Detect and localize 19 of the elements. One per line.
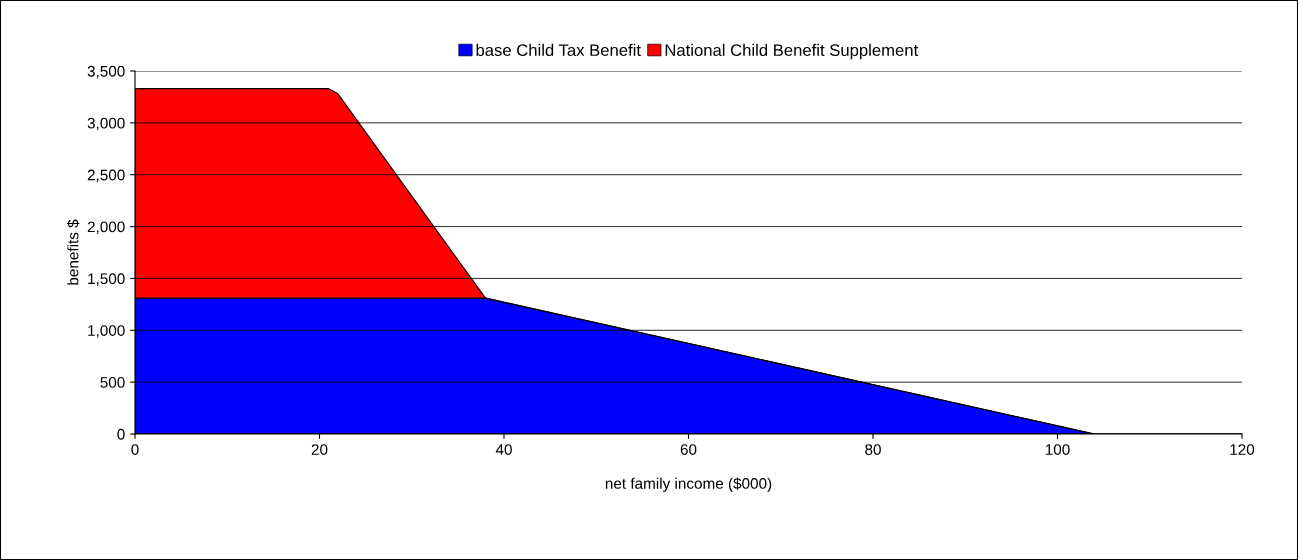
- y-tick-label: 500: [100, 377, 125, 388]
- x-tick-label: 120: [1230, 444, 1255, 455]
- x-axis-title: net family income ($000): [605, 477, 772, 492]
- y-tick-label: 0: [117, 428, 125, 440]
- x-tick-label: 0: [131, 444, 139, 455]
- y-tick-label: 2,000: [87, 221, 125, 235]
- y-tick-label: 2,500: [87, 169, 125, 183]
- x-tick-label: 80: [865, 444, 881, 455]
- legend-label: base Child Tax Benefit: [476, 43, 641, 57]
- x-tick-label: 60: [680, 444, 697, 455]
- x-tick-label: 100: [1045, 444, 1070, 455]
- y-tick-label: 1,500: [88, 273, 125, 286]
- x-tick-label: 40: [495, 444, 512, 455]
- legend-label: National Child Benefit Supplement: [665, 43, 919, 60]
- y-tick-label: 3,500: [87, 65, 125, 79]
- y-tick-label: 1,000: [88, 325, 125, 338]
- y-axis-title: benefits $: [67, 219, 80, 285]
- x-tick-label: 20: [311, 444, 328, 455]
- y-tick-label: 3,000: [87, 117, 125, 131]
